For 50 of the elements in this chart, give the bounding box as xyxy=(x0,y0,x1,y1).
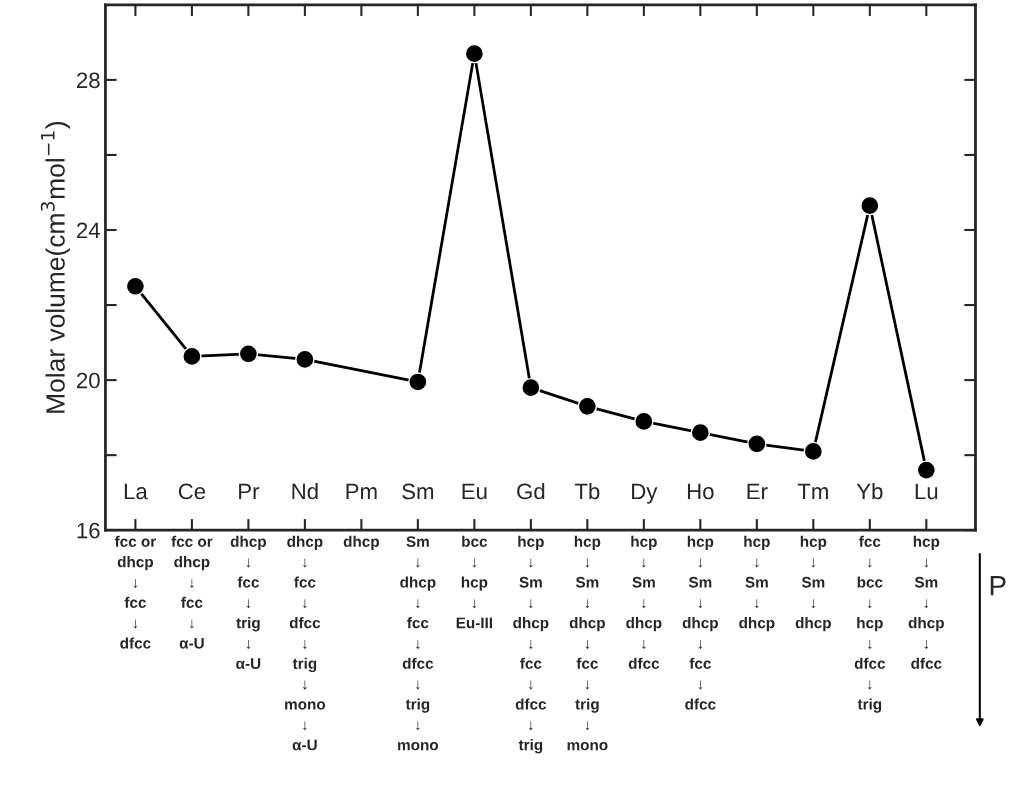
y-tick-label: 20 xyxy=(77,372,100,389)
x-tick-label: Lu xyxy=(915,483,938,500)
point xyxy=(521,377,541,398)
text: hcp ↓ Sm ↓ dhcp ↓ fcc ↓ trig ↓ mono xyxy=(567,535,608,751)
point xyxy=(916,460,937,480)
x-tick-label: Tm xyxy=(797,483,828,500)
x-tick-label: Yb xyxy=(856,482,883,500)
x-tick-label: Gd xyxy=(517,482,545,500)
text: fcc ↓ bcc ↓ hcp ↓ dfcc ↓ trig xyxy=(854,535,886,713)
y-tick-label: 16 xyxy=(77,522,100,539)
point xyxy=(860,195,880,216)
text: hcp ↓ Sm ↓ dhcp ↓ fcc ↓ dfcc ↓ trig xyxy=(513,535,549,754)
x-tick-label: Pr xyxy=(239,483,260,500)
x-tick-label: Sm xyxy=(402,483,434,500)
text: dhcp xyxy=(343,535,379,550)
x-tick-label: Er xyxy=(747,483,768,500)
x-tick-label: Tb xyxy=(574,482,600,500)
x-tick-label: Ho xyxy=(687,483,714,500)
point xyxy=(634,411,654,432)
text: fcc or dhcp ↓ fcc ↓ dfcc xyxy=(114,535,156,649)
point xyxy=(747,434,767,454)
y-tick-label: 28 xyxy=(77,72,100,89)
text: hcp ↓ Sm ↓ dhcp xyxy=(795,535,831,632)
text: fcc or dhcp ↓ fcc ↓ α-U xyxy=(171,535,213,649)
point xyxy=(408,372,428,392)
y-tick-label: 24 xyxy=(77,222,100,239)
text: hcp ↓ Sm ↓ dhcp ↓ dfcc xyxy=(626,535,662,669)
y-axis-title: Molar volume(cm$^{3}$mol$^{−1}$) xyxy=(40,121,71,413)
x-tick-label: Pm xyxy=(346,483,377,500)
x-tick-label: Ce xyxy=(178,483,206,500)
point xyxy=(125,276,146,297)
x-tick-label: Dy xyxy=(632,483,658,504)
point xyxy=(577,396,598,417)
text: hcp ↓ Sm ↓ dhcp ↓ dfcc xyxy=(908,535,944,669)
x-tick-label: Nd xyxy=(292,482,318,500)
point xyxy=(182,346,202,367)
x-tick-label: La xyxy=(124,483,148,500)
text: hcp ↓ Sm ↓ dhcp xyxy=(739,535,775,632)
point xyxy=(238,344,259,364)
point xyxy=(295,349,315,370)
text: hcp ↓ Sm ↓ dhcp ↓ fcc ↓ dfcc xyxy=(682,535,718,710)
text: P xyxy=(990,576,1006,596)
point xyxy=(690,422,711,443)
point xyxy=(803,441,824,462)
text: dhcp ↓ fcc ↓ dfcc ↓ trig ↓ mono ↓ α-U xyxy=(285,535,326,751)
text: bcc ↓ hcp ↓ Eu-III xyxy=(456,535,493,629)
text: dhcp ↓ fcc ↓ trig ↓ α-U xyxy=(230,535,267,670)
point xyxy=(464,43,485,64)
x-tick-label: Eu xyxy=(462,483,487,500)
text: Sm ↓ dhcp ↓ fcc ↓ dfcc ↓ trig ↓ mono xyxy=(398,536,439,751)
